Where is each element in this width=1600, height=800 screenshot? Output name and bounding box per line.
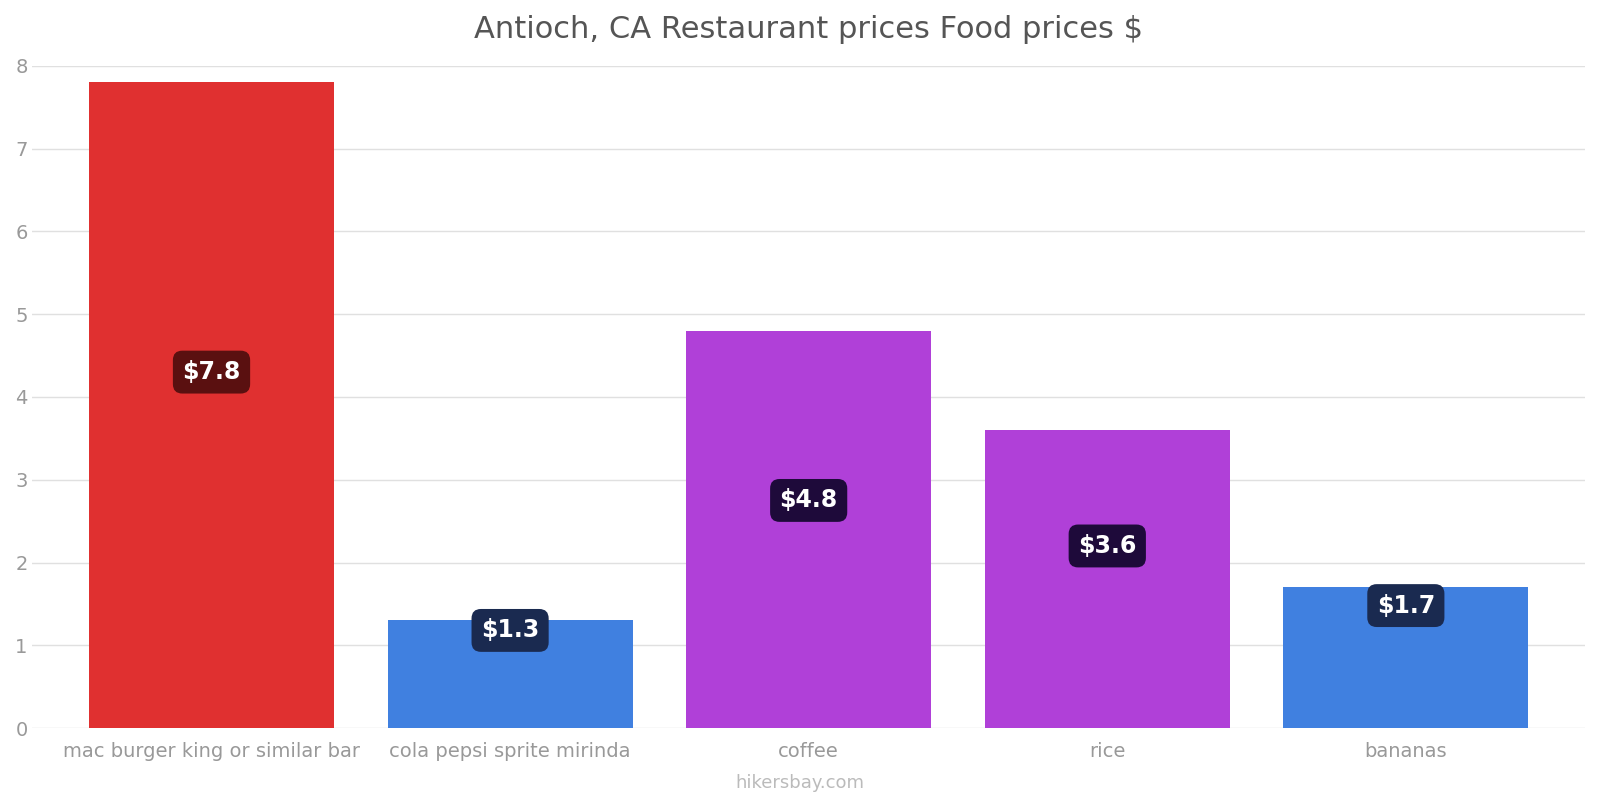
Bar bbox=[387, 621, 632, 728]
Bar bbox=[986, 430, 1230, 728]
Text: hikersbay.com: hikersbay.com bbox=[736, 774, 864, 792]
Text: $1.7: $1.7 bbox=[1376, 594, 1435, 618]
Text: $4.8: $4.8 bbox=[779, 489, 838, 513]
Text: $3.6: $3.6 bbox=[1078, 534, 1136, 558]
Text: $7.8: $7.8 bbox=[182, 360, 240, 384]
Bar bbox=[90, 82, 334, 728]
Bar bbox=[1283, 587, 1528, 728]
Title: Antioch, CA Restaurant prices Food prices $: Antioch, CA Restaurant prices Food price… bbox=[474, 15, 1142, 44]
Bar bbox=[686, 330, 931, 728]
Text: $1.3: $1.3 bbox=[482, 618, 539, 642]
